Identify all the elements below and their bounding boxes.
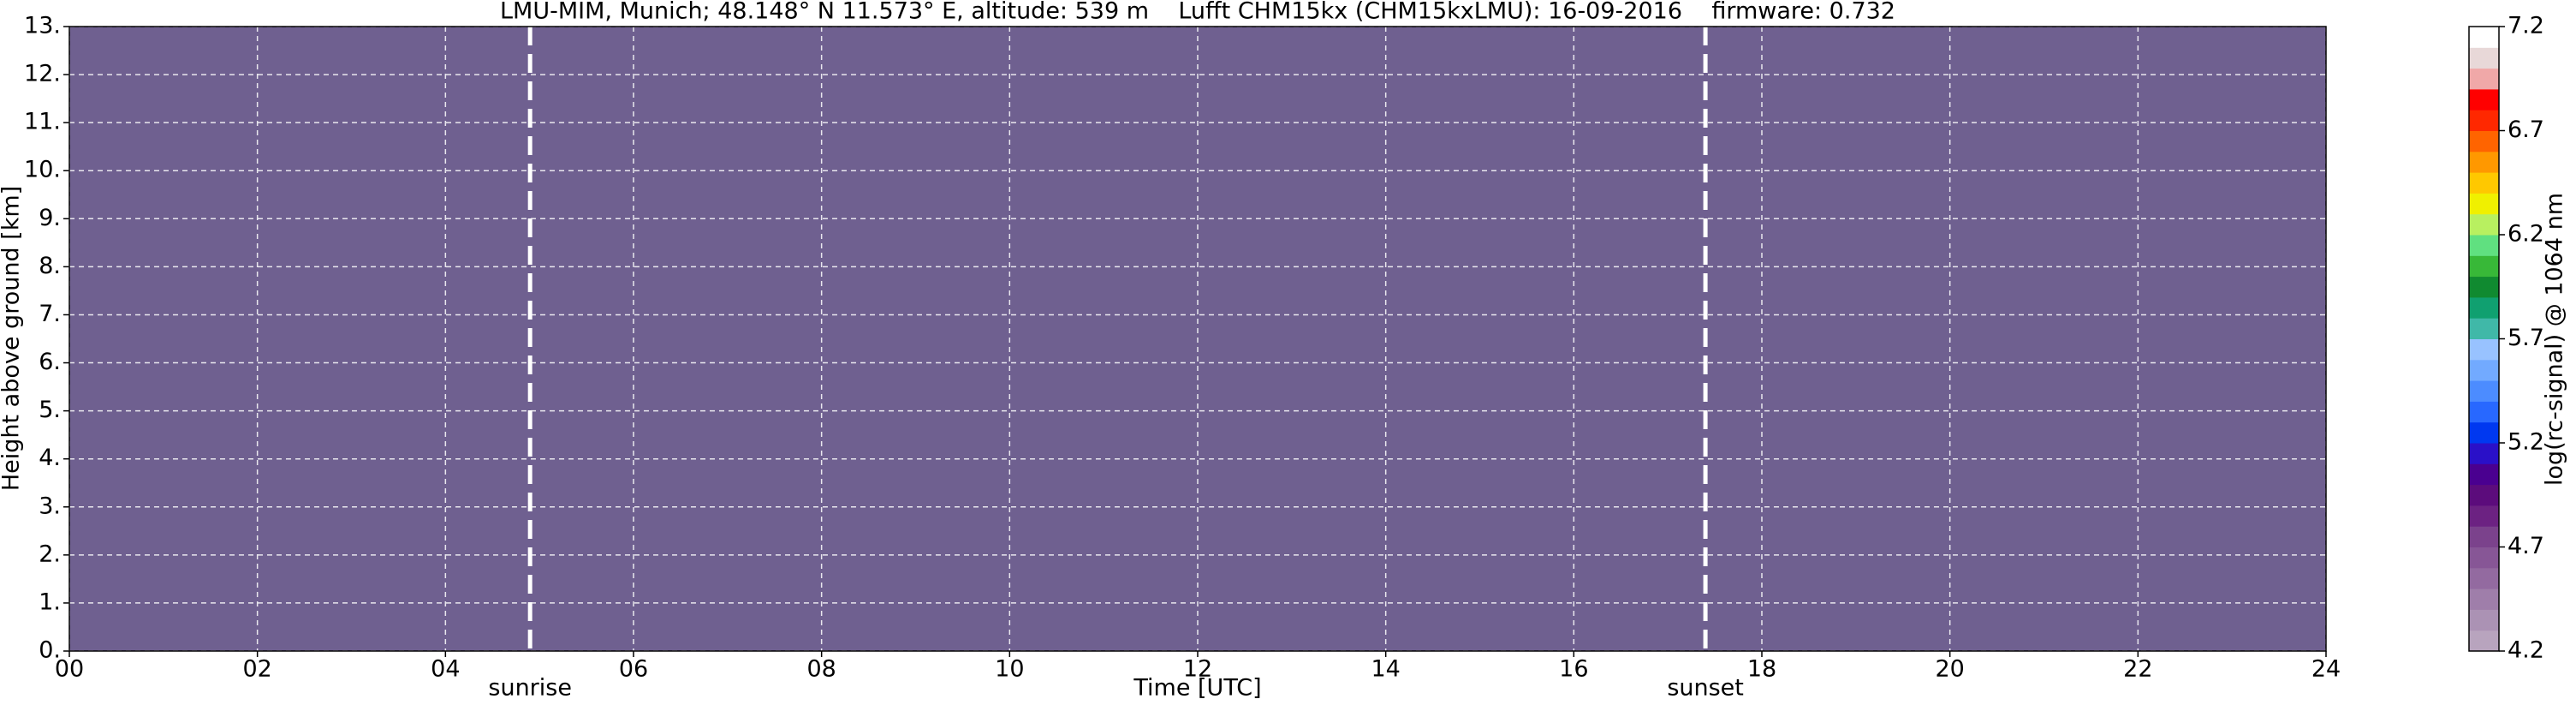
colorbar-segment <box>2469 151 2499 173</box>
colorbar-segment <box>2469 318 2499 339</box>
colorbar-tick-label: 5.7 <box>2508 325 2544 351</box>
colorbar-segment <box>2469 463 2499 486</box>
colorbar-segment <box>2469 47 2499 69</box>
y-tick-label: 8. <box>39 253 61 279</box>
x-tick-label: 14 <box>1371 656 1400 683</box>
y-tick-label: 10. <box>24 157 61 183</box>
colorbar-segment <box>2469 421 2499 444</box>
colorbar-segment <box>2469 484 2499 506</box>
y-tick-label: 4. <box>39 445 61 471</box>
colorbar-segment <box>2469 380 2499 402</box>
x-axis-label: Time [UTC] <box>1133 675 1261 702</box>
colorbar-segment <box>2469 338 2499 361</box>
y-tick-label: 12. <box>24 61 61 87</box>
chart-title: LMU-MIM, Munich; 48.148° N 11.573° E, al… <box>500 0 1895 25</box>
x-tick-label: 00 <box>55 656 84 683</box>
colorbar-segment <box>2469 27 2499 48</box>
y-axis-label: Height above ground [km] <box>0 186 25 491</box>
colorbar-tick-label: 4.7 <box>2508 533 2544 559</box>
colorbar-tick-label: 7.2 <box>2508 13 2544 39</box>
y-tick-label: 9. <box>39 205 61 231</box>
colorbar-segment <box>2469 359 2499 381</box>
colorbar-segment <box>2469 567 2499 589</box>
colorbar-segment <box>2469 443 2499 464</box>
y-tick-label: 6. <box>39 349 61 375</box>
colorbar-segment <box>2469 172 2499 194</box>
colorbar-segment <box>2469 547 2499 569</box>
colorbar-segment <box>2469 276 2499 298</box>
y-tick-label: 2. <box>39 541 61 567</box>
x-tick-label: 06 <box>619 656 648 683</box>
colorbar-segment <box>2469 68 2499 90</box>
colorbar-segment <box>2469 193 2499 215</box>
colorbar-segment <box>2469 88 2499 111</box>
colorbar-segment <box>2469 589 2499 610</box>
y-tick-label: 11. <box>24 109 61 135</box>
y-tick-label: 7. <box>39 301 61 327</box>
x-tick-label: 16 <box>1559 656 1588 683</box>
colorbar-segment <box>2469 630 2499 652</box>
colorbar-tick-label: 6.7 <box>2508 117 2544 143</box>
plot-frame <box>68 26 2327 652</box>
colorbar-tick-label: 5.2 <box>2508 429 2544 456</box>
colorbar-segment <box>2469 213 2499 236</box>
colorbar-segment <box>2469 235 2499 256</box>
x-tick-label: 18 <box>1747 656 1776 683</box>
colorbar-label: log(rc-signal) @ 1064 nm <box>2542 193 2568 486</box>
x-tick-label: 20 <box>1935 656 1964 683</box>
colorbar-segment <box>2469 110 2499 131</box>
x-tick-label: 08 <box>806 656 836 683</box>
colorbar-segment <box>2469 526 2499 547</box>
x-tick-label: 12 <box>1183 656 1212 683</box>
colorbar-segment <box>2469 609 2499 631</box>
x-tick-label: 24 <box>2311 656 2341 683</box>
colorbar-segment <box>2469 130 2499 152</box>
colorbar-segment <box>2469 401 2499 423</box>
x-tick-label: 10 <box>995 656 1024 683</box>
x-tick-label: 04 <box>431 656 460 683</box>
colorbar-tick-label: 4.2 <box>2508 637 2544 664</box>
y-tick-label: 1. <box>39 589 61 615</box>
colorbar-segment <box>2469 505 2499 527</box>
colorbar-segment <box>2469 296 2499 319</box>
y-tick-label: 5. <box>39 397 61 423</box>
annotation-label: sunset <box>1667 675 1744 702</box>
annotation-label: sunrise <box>488 675 572 702</box>
y-tick-label: 0. <box>39 637 61 664</box>
colorbar-segment <box>2469 255 2499 278</box>
x-tick-label: 02 <box>242 656 271 683</box>
colorbar-tick-label: 6.2 <box>2508 221 2544 248</box>
x-tick-label: 22 <box>2123 656 2152 683</box>
y-tick-label: 13. <box>24 13 61 39</box>
y-tick-label: 3. <box>39 493 61 519</box>
